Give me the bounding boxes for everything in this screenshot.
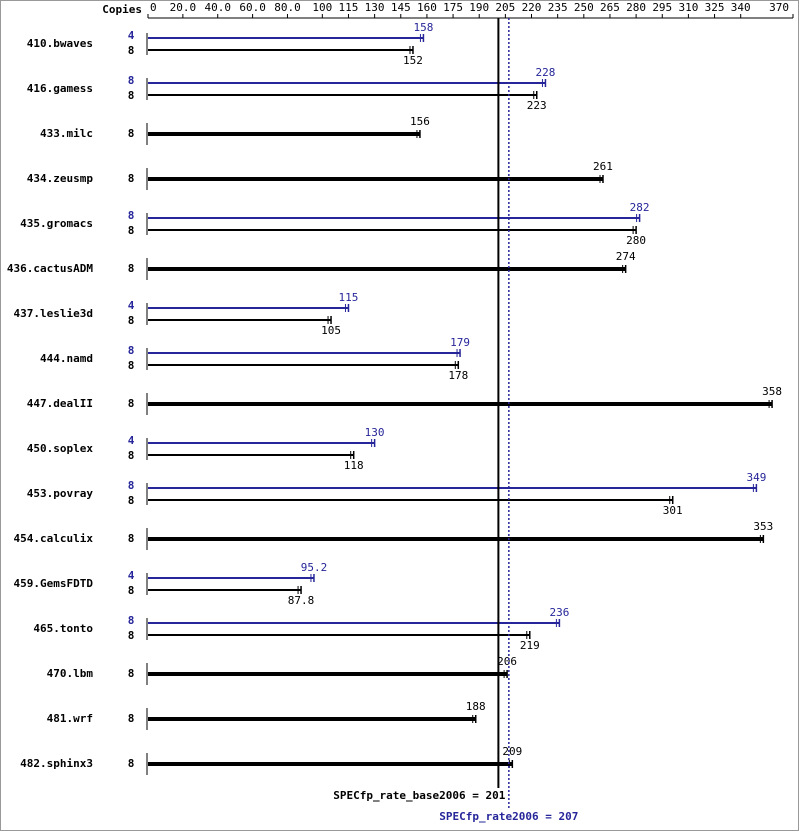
x-tick-label: 295: [652, 1, 672, 14]
x-tick-label: 145: [391, 1, 411, 14]
x-tick-label: 160: [417, 1, 437, 14]
x-tick-label: 250: [574, 1, 594, 14]
x-tick-label: 100: [312, 1, 332, 14]
value-label: 156: [410, 115, 430, 128]
value-label: 282: [630, 201, 650, 214]
value-label: 178: [448, 369, 468, 382]
copies-label: 8: [128, 629, 135, 642]
x-tick-label: 325: [705, 1, 725, 14]
copies-label: 8: [128, 262, 135, 275]
value-label: 179: [450, 336, 470, 349]
value-label: 280: [626, 234, 646, 247]
value-label: 158: [413, 21, 433, 34]
reference-label: SPECfp_rate_base2006 = 201: [333, 789, 506, 802]
category-label: 434.zeusmp: [27, 172, 94, 185]
copies-label: 8: [128, 359, 135, 372]
value-label: 118: [344, 459, 364, 472]
copies-label: 8: [128, 667, 135, 680]
x-tick-label: 370: [769, 1, 789, 14]
category-label: 482.sphinx3: [20, 757, 93, 770]
x-tick-label: 60.0: [239, 1, 266, 14]
copies-label: 8: [128, 584, 135, 597]
value-label: 274: [616, 250, 636, 263]
category-label: 435.gromacs: [20, 217, 93, 230]
copies-label: 8: [128, 532, 135, 545]
copies-label: 4: [128, 434, 135, 447]
x-tick-label: 235: [548, 1, 568, 14]
category-label: 450.soplex: [27, 442, 94, 455]
value-label: 353: [753, 520, 773, 533]
category-label: 454.calculix: [14, 532, 94, 545]
category-label: 465.tonto: [33, 622, 93, 635]
value-label: 130: [365, 426, 385, 439]
value-label: 349: [746, 471, 766, 484]
reference-label: SPECfp_rate2006 = 207: [439, 810, 578, 823]
category-label: 447.dealII: [27, 397, 93, 410]
category-label: 470.lbm: [47, 667, 94, 680]
copies-label: 4: [128, 569, 135, 582]
x-tick-label: 175: [443, 1, 463, 14]
copies-label: 8: [128, 224, 135, 237]
copies-label: 8: [128, 479, 135, 492]
copies-label: 8: [128, 614, 135, 627]
value-label: 223: [527, 99, 547, 112]
copies-label: 8: [128, 494, 135, 507]
copies-label: 8: [128, 757, 135, 770]
copies-label: 8: [128, 449, 135, 462]
copies-label: 4: [128, 29, 135, 42]
x-tick-label: 310: [678, 1, 698, 14]
category-label: 437.leslie3d: [14, 307, 93, 320]
x-tick-label: 265: [600, 1, 620, 14]
value-label: 152: [403, 54, 423, 67]
x-tick-label: 80.0: [274, 1, 301, 14]
value-label: 261: [593, 160, 613, 173]
copies-label: 8: [128, 397, 135, 410]
value-label: 358: [762, 385, 782, 398]
copies-label: 8: [128, 344, 135, 357]
x-tick-label: 130: [365, 1, 385, 14]
x-tick-label: 340: [731, 1, 751, 14]
value-label: 95.2: [301, 561, 328, 574]
category-label: 436.cactusADM: [7, 262, 93, 275]
value-label: 236: [549, 606, 569, 619]
value-label: 206: [497, 655, 517, 668]
x-tick-label: 115: [339, 1, 359, 14]
category-label: 459.GemsFDTD: [14, 577, 94, 590]
x-tick-label: 0: [150, 1, 157, 14]
value-label: 228: [536, 66, 556, 79]
copies-label: 8: [128, 127, 135, 140]
category-label: 453.povray: [27, 487, 94, 500]
x-tick-label: 40.0: [204, 1, 231, 14]
value-label: 301: [663, 504, 683, 517]
value-label: 188: [466, 700, 486, 713]
category-label: 444.namd: [40, 352, 93, 365]
x-tick-label: 220: [522, 1, 542, 14]
copies-label: 8: [128, 712, 135, 725]
copies-label: 8: [128, 172, 135, 185]
copies-label: 8: [128, 209, 135, 222]
value-label: 209: [502, 745, 522, 758]
category-label: 433.milc: [40, 127, 93, 140]
copies-label: 4: [128, 299, 135, 312]
category-label: 416.gamess: [27, 82, 93, 95]
value-label: 219: [520, 639, 540, 652]
category-label: 481.wrf: [47, 712, 93, 725]
x-tick-label: 190: [469, 1, 489, 14]
value-label: 115: [339, 291, 359, 304]
copies-label: 8: [128, 314, 135, 327]
copies-header: Copies: [102, 3, 142, 16]
category-label: 410.bwaves: [27, 37, 93, 50]
value-label: 87.8: [288, 594, 315, 607]
copies-label: 8: [128, 74, 135, 87]
copies-label: 8: [128, 89, 135, 102]
x-tick-label: 20.0: [170, 1, 197, 14]
copies-label: 8: [128, 44, 135, 57]
x-tick-label: 205: [495, 1, 515, 14]
x-tick-label: 280: [626, 1, 646, 14]
value-label: 105: [321, 324, 341, 337]
